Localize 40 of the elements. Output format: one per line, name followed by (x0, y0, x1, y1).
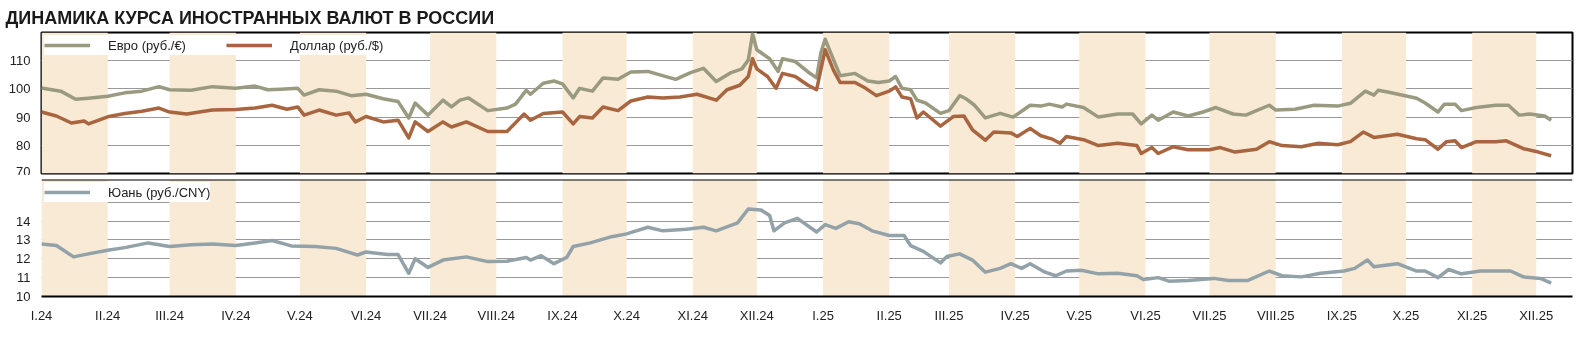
x-tick-label: III.24 (155, 307, 185, 323)
x-tick-label: XI.25 (1456, 307, 1488, 323)
y-tick-label: 13 (16, 232, 31, 248)
y-tick-label: 80 (16, 137, 31, 153)
y-tick-label: 10 (16, 289, 31, 304)
x-tick-label: II.24 (95, 307, 121, 323)
x-tick-label: V.24 (287, 307, 313, 323)
x-tick-label: V.25 (1066, 307, 1093, 323)
legend-label: Евро (руб./€) (108, 37, 186, 53)
legend-label: Доллар (руб./$) (289, 37, 384, 53)
y-tick-label: 90 (16, 109, 31, 125)
x-tick-label: I.24 (30, 307, 53, 323)
legend-label: Юань (руб./CNY) (108, 184, 211, 200)
x-tick-label: IX.25 (1326, 307, 1358, 323)
line-series (41, 32, 1553, 126)
x-tick-label: VIII.25 (1256, 307, 1295, 323)
x-tick-label: IX.24 (547, 307, 578, 323)
x-tick-label: X.24 (613, 307, 640, 323)
x-tick-label: X.25 (1392, 307, 1420, 323)
x-tick-label: IV.25 (1000, 307, 1030, 323)
line-series (41, 207, 1553, 285)
x-tick-label: IV.24 (221, 307, 251, 323)
x-tick-label: VI.25 (1130, 307, 1161, 323)
x-tick-label: XII.24 (739, 307, 774, 323)
x-tick-label: I.25 (812, 307, 834, 323)
x-tick-label: XI.24 (677, 307, 708, 323)
y-tick-label: 100 (8, 81, 31, 97)
x-tick-label: VIII.24 (477, 307, 516, 323)
x-tick-label: VI.24 (350, 307, 382, 323)
y-tick-label: 110 (9, 53, 31, 69)
x-tick-label: VII.24 (413, 307, 448, 323)
y-tick-label: 14 (16, 213, 31, 229)
x-tick-label: II.25 (876, 307, 902, 323)
chart-title: ДИНАМИКА КУРСА ИНОСТРАННЫХ ВАЛЮТ В РОССИИ (5, 7, 495, 28)
y-tick-label: 70 (16, 163, 31, 179)
x-tick-label: VII.25 (1192, 307, 1227, 323)
y-tick-label: 12 (16, 251, 31, 267)
x-tick-label: XII.25 (1519, 307, 1554, 323)
x-tick-label: III.25 (934, 307, 964, 323)
y-tick-label: 11 (17, 270, 31, 286)
